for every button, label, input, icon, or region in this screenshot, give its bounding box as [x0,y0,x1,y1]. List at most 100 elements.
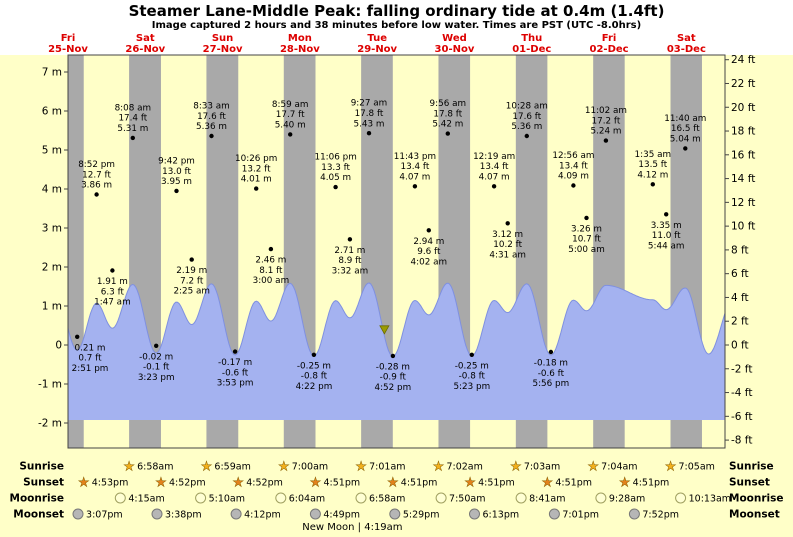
tide-event-dot [469,352,474,357]
moonset-icon [72,508,84,520]
tide-event-label: 3:23 pm [138,373,175,383]
tide-event-label: 3.86 m [81,181,112,191]
tide-event-dot [664,212,669,217]
y-axis-label-m: 3 m [42,223,62,235]
tide-event-label: 9.6 ft [417,247,441,257]
day-label-weekday: Sat [677,33,696,44]
tide-event-label: 4.05 m [320,173,351,183]
tide-event-label: 8.1 ft [259,266,283,276]
tide-event-label: 12.7 ft [82,170,111,180]
row-label-right-moonset: Moonset [729,509,780,521]
day-label-weekday: Fri [602,33,617,44]
tide-event-label: 3:32 am [332,266,369,276]
moonset-icon [469,508,480,520]
moonset-icon [230,508,242,520]
sunset-time: 4:51pm [478,478,515,489]
tide-event-label: 8:59 am [272,100,309,110]
sunset-time: 4:51pm [324,478,361,489]
tide-event-label: -0.9 ft [380,373,407,383]
tide-event-label: 4:52 pm [374,383,411,393]
sunset-icon: ★ [619,476,631,491]
sunrise-icon: ★ [201,460,213,475]
row-label-right-sunrise: Sunrise [729,461,774,473]
tide-event-label: 11:43 pm [394,152,436,162]
sunset-time: 4:52pm [169,478,206,489]
moonset-time: 3:38pm [165,510,202,521]
day-label-weekday: Sun [212,33,233,44]
tide-event-dot [571,183,576,188]
tide-event-label: 7.2 ft [180,276,204,286]
tide-event-label: -0.8 ft [459,372,486,382]
row-label-left-moonset: Moonset [13,509,64,521]
sunset-icon: ★ [155,476,167,491]
y-axis-label-m: -2 m [38,418,62,430]
moonset-icon [151,508,163,520]
row-label-right-sunset: Sunset [729,477,770,489]
tide-event-label: 10:28 am [506,101,548,111]
tide-event-label: 1:35 am [635,150,672,160]
sunset-time: 4:52pm [246,478,283,489]
tide-event-label: 5.31 m [117,124,148,134]
y-axis-label-m: 2 m [42,262,62,274]
tide-event-label: 13.5 ft [638,160,667,170]
day-label-date: 27-Nov [203,44,243,55]
tide-event-dot [524,133,529,139]
tide-event-label: -0.25 m [297,361,331,371]
tide-event-label: 5.24 m [590,127,621,137]
sunrise-time: 7:03am [524,462,560,473]
y-axis-label-ft: 8 ft [731,244,749,256]
tide-event-dot [189,257,194,262]
tide-event-label: -0.6 ft [222,368,249,378]
moonset-icon [628,508,640,520]
tide-event-label: 16.5 ft [671,124,700,134]
tide-event-label: 17.8 ft [355,109,384,119]
day-label-date: 26-Nov [125,44,165,55]
tide-event-label: 4:02 am [411,257,448,267]
tide-event-label: 3.35 m [651,221,682,231]
tide-event-label: 5:44 am [648,241,685,251]
day-label-weekday: Fri [61,33,76,44]
tide-event-label: 5.04 m [670,135,701,145]
tide-event-label: 5.40 m [275,121,306,131]
tide-event-label: 5.36 m [196,122,227,132]
sunrise-icon: ★ [278,460,290,475]
moonset-time: 7:52pm [642,510,679,521]
day-label-date: 01-Dec [512,44,551,55]
tide-event-label: 5:23 pm [453,382,490,392]
y-axis-label-ft: 4 ft [731,292,749,304]
sunset-time: 4:51pm [633,478,670,489]
tide-event-label: 8:08 am [115,103,152,113]
y-axis-label-m: 5 m [42,145,62,157]
tide-event-label: 3:00 am [253,276,290,286]
tide-event-label: 4.07 m [479,172,510,182]
tide-event-label: 2.19 m [176,266,207,276]
y-axis-label-ft: 22 ft [731,78,755,90]
tide-event-label: 10:26 pm [235,154,277,164]
tide-event-label: 11:06 pm [314,153,356,163]
new-moon-caption: New Moon | 4:19am [302,522,402,533]
y-axis-label-ft: -6 ft [731,411,752,423]
tide-event-label: -0.8 ft [301,372,328,382]
sunrise-icon: ★ [665,460,677,475]
tide-event-dot [366,131,372,136]
sunrise-time: 7:05am [679,462,715,473]
y-axis-label-ft: 10 ft [731,221,755,233]
tide-event-dot [390,353,396,359]
day-label-weekday: Thu [521,33,542,44]
tide-event-dot [412,184,418,189]
tide-event-label: 17.6 ft [512,112,541,122]
moonrise-icon [195,492,207,504]
y-axis-label-m: -1 m [38,379,62,391]
row-label-left-moonrise: Moonrise [10,493,65,505]
sunrise-time: 7:00am [292,462,328,473]
tide-event-dot [505,221,510,226]
tide-event-label: 17.6 ft [197,112,226,122]
sunset-time: 4:51pm [401,478,438,489]
tide-event-label: 3:53 pm [217,379,254,389]
moonset-icon [389,508,401,520]
y-axis-label-ft: 24 ft [731,54,755,66]
moonset-time: 7:01pm [562,510,599,521]
tide-event-label: 5.42 m [432,120,463,130]
